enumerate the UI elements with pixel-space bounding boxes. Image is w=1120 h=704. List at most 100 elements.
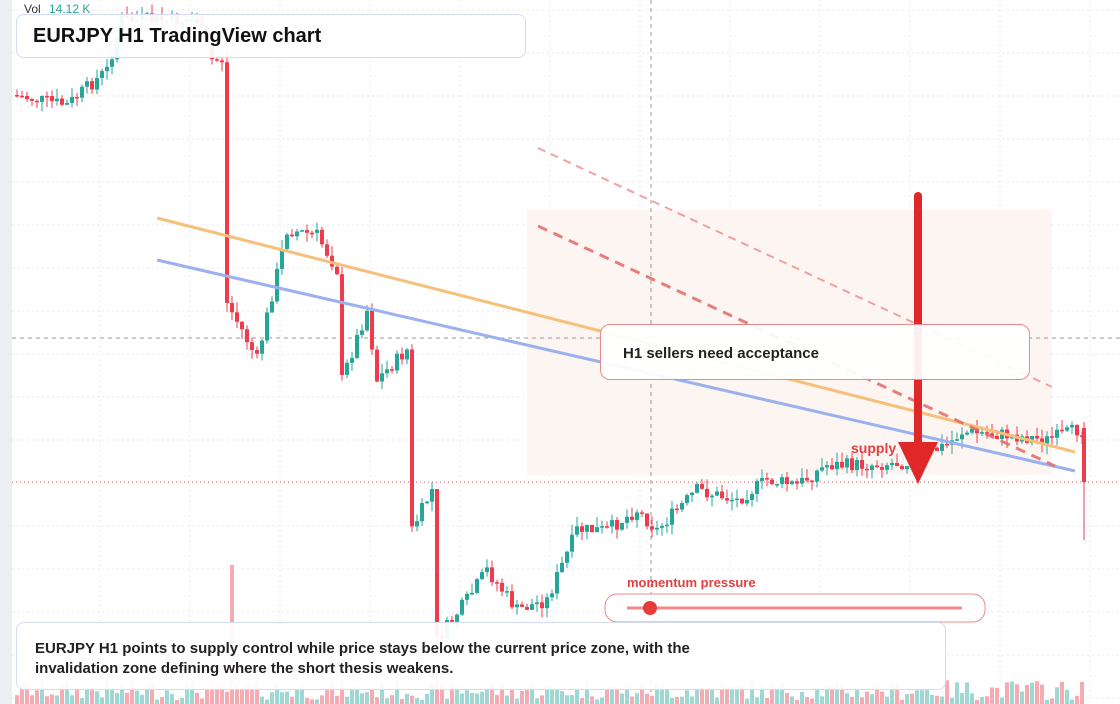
candle-body <box>1082 428 1086 482</box>
candle-body <box>225 62 229 303</box>
candle-body <box>1065 427 1069 431</box>
candle-body <box>630 516 634 520</box>
volume-bar <box>540 695 544 704</box>
volume-bar <box>1050 698 1054 704</box>
volume-bar <box>215 682 219 704</box>
volume-bar <box>940 696 944 704</box>
volume-bar <box>490 685 494 704</box>
candle-body <box>1050 436 1054 438</box>
volume-bar <box>335 695 339 704</box>
candle-body <box>435 489 439 636</box>
candle-body <box>750 494 754 501</box>
candle-body <box>565 551 569 563</box>
volume-bar <box>550 684 554 704</box>
volume-bar <box>595 699 599 704</box>
volume-bar <box>545 686 549 704</box>
candle-body <box>1055 429 1059 438</box>
volume-bar <box>715 697 719 704</box>
candle-body <box>600 526 604 528</box>
volume-bar <box>565 695 569 704</box>
volume-bar <box>105 680 109 704</box>
candle-body <box>235 312 239 322</box>
candle-body <box>455 614 459 622</box>
candle-body <box>530 604 534 610</box>
candle-body <box>855 459 859 471</box>
volume-bar <box>330 681 334 704</box>
volume-bar <box>535 698 539 704</box>
candle-body <box>865 468 869 471</box>
candle-body <box>815 470 819 482</box>
candle-body <box>285 234 289 249</box>
candle-body <box>345 362 349 375</box>
volume-bar <box>990 687 994 704</box>
callout: H1 sellers need acceptance <box>600 324 1030 380</box>
volume-bar <box>170 694 174 704</box>
volume-bar <box>90 690 94 704</box>
candle-body <box>390 369 394 371</box>
volume-bar <box>780 681 784 704</box>
volume-bar <box>955 682 959 704</box>
vol-label: Vol <box>24 2 41 16</box>
volume-bar <box>975 699 979 704</box>
candle-body <box>775 484 779 486</box>
vol-value: 14.12 K <box>49 2 90 16</box>
volume-bar <box>175 699 179 704</box>
volume-bar <box>770 683 774 704</box>
volume-bar <box>950 697 954 704</box>
candle-body <box>360 330 364 335</box>
volume-bar <box>525 690 529 704</box>
volume-bar <box>960 693 964 704</box>
candle-body <box>25 96 29 99</box>
candle-body <box>400 353 404 360</box>
volume-bar <box>500 682 504 704</box>
volume-bar <box>810 698 814 704</box>
volume-bar <box>275 685 279 704</box>
volume-bar <box>60 684 64 704</box>
candle-body <box>375 349 379 382</box>
candle-body <box>405 349 409 360</box>
volume-bar <box>155 699 159 704</box>
volume-bar <box>665 688 669 704</box>
volume-bar <box>730 685 734 704</box>
volume-bar <box>405 693 409 704</box>
candle-body <box>230 302 234 313</box>
candle-body <box>520 604 524 607</box>
arrow-head <box>898 442 938 484</box>
candle-body <box>95 77 99 90</box>
volume-bar <box>510 685 514 704</box>
candle-body <box>495 582 499 584</box>
volume-bar <box>125 692 129 704</box>
volume-bar <box>315 699 319 704</box>
candle-body <box>960 434 964 440</box>
volume-bar <box>840 684 844 704</box>
candle-body <box>800 477 804 484</box>
volume-bar <box>795 699 799 704</box>
candle-body <box>870 465 874 470</box>
volume-bar <box>205 687 209 704</box>
volume-bar <box>55 695 59 704</box>
candle-body <box>890 462 894 466</box>
candle-body <box>425 501 429 504</box>
candle-body <box>970 428 974 433</box>
volume-bar <box>35 690 39 704</box>
candle-body <box>730 499 734 502</box>
volume-bar <box>620 693 624 704</box>
candle-body <box>735 498 739 501</box>
candle-body <box>810 480 814 483</box>
candle-body <box>675 508 679 511</box>
volume-bar <box>20 682 24 704</box>
volume-bar <box>100 697 104 704</box>
volume-bar <box>660 684 664 704</box>
volume-bar <box>1070 699 1074 704</box>
summary-text: EURJPY H1 points to supply control while… <box>35 640 690 677</box>
candle-body <box>415 521 419 527</box>
candle-body <box>820 467 824 471</box>
volume-bar <box>280 692 284 704</box>
volume-bar <box>630 696 634 704</box>
candle-body <box>590 524 594 533</box>
left-strip <box>0 0 12 704</box>
candle-body <box>470 592 474 595</box>
volume-bar <box>870 694 874 704</box>
volume-bar <box>915 690 919 704</box>
volume-bar <box>210 681 214 704</box>
